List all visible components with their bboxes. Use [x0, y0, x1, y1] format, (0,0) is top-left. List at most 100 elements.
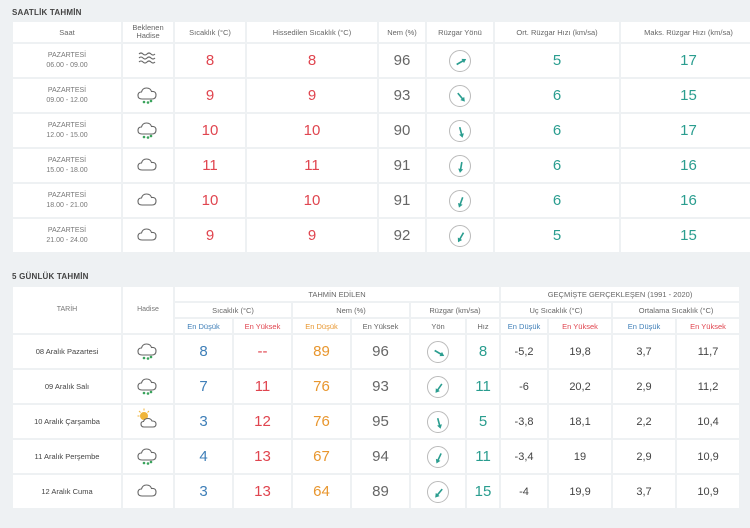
feels-like-value: 10 [247, 114, 377, 147]
col-ruzgar: Rüzgar (km/sa) [411, 303, 500, 317]
hourly-row: PAZARTESİ 06.00 - 09.00 8 8 96 5 17 [13, 44, 750, 77]
day-label: PAZARTESİ [47, 191, 87, 199]
hourly-row: PAZARTESİ 12.00 - 15.00 10 10 90 6 17 [13, 114, 750, 147]
min-temp-value: 8 [175, 335, 232, 368]
col-nem: Nem (%) [379, 22, 425, 42]
feels-like-value: 8 [247, 44, 377, 77]
min-temp-value: 3 [175, 475, 232, 508]
wind-direction-cell [411, 405, 465, 438]
extreme-max-value: 19 [549, 440, 612, 473]
hourly-row: PAZARTESİ 15.00 - 18.00 11 11 91 6 16 [13, 149, 750, 182]
time-range: 06.00 - 09.00 [46, 61, 88, 69]
max-humidity-value: 89 [352, 475, 409, 508]
min-temp-value: 4 [175, 440, 232, 473]
time-cell: PAZARTESİ 18.00 - 21.00 [13, 184, 121, 217]
temp-value: 10 [175, 114, 245, 147]
date-label: 11 Aralık Perşembe [13, 440, 121, 473]
avg-max-value: 11,2 [677, 370, 740, 403]
avg-max-value: 10,4 [677, 405, 740, 438]
max-temp-value: 13 [234, 440, 291, 473]
date-label: 08 Aralık Pazartesi [13, 335, 121, 368]
hourly-row: PAZARTESİ 09.00 - 12.00 9 9 93 6 15 [13, 79, 750, 112]
wind-speed-value: 5 [467, 405, 500, 438]
wind-speed-value: 15 [467, 475, 500, 508]
wind-arrow-icon [449, 189, 471, 212]
wind-direction-cell [427, 184, 493, 217]
feels-like-value: 10 [247, 184, 377, 217]
avg-wind-value: 5 [495, 219, 619, 252]
wind-speed-value: 8 [467, 335, 500, 368]
daily-row: 12 Aralık Cuma 3 13 64 89 15 -4 19,9 3,7… [13, 475, 740, 508]
col-sicaklik: Sıcaklık (°C) [175, 22, 245, 42]
hourly-table: Saat Beklenen Hadise Sıcaklık (°C) Hisse… [11, 20, 750, 254]
time-range: 15.00 - 18.00 [46, 166, 88, 174]
condition-cell [123, 114, 173, 147]
avg-min-value: 2,9 [613, 370, 676, 403]
wind-speed-value: 11 [467, 440, 500, 473]
condition-cell [123, 370, 173, 403]
wind-arrow-icon [427, 445, 449, 468]
temp-value: 10 [175, 184, 245, 217]
col-hadise: Hadise [123, 287, 173, 333]
extreme-min-value: -3,4 [501, 440, 548, 473]
sub-uc-min: En Düşük [501, 319, 548, 333]
col-maks-ruzgar: Maks. Rüzgar Hızı (km/sa) [621, 22, 750, 42]
avg-wind-value: 5 [495, 44, 619, 77]
avg-max-value: 10,9 [677, 440, 740, 473]
col-nem: Nem (%) [293, 303, 409, 317]
rain-cloud-icon [135, 442, 161, 471]
time-cell: PAZARTESİ 09.00 - 12.00 [13, 79, 121, 112]
min-humidity-value: 76 [293, 370, 350, 403]
humidity-value: 90 [379, 114, 425, 147]
condition-cell [123, 219, 173, 252]
hourly-row: PAZARTESİ 21.00 - 24.00 9 9 92 5 15 [13, 219, 750, 252]
temp-value: 9 [175, 219, 245, 252]
condition-cell [123, 184, 173, 217]
wind-direction-cell [427, 114, 493, 147]
col-ort-sicaklik: Ortalama Sıcaklık (°C) [613, 303, 740, 317]
wind-arrow-icon [449, 154, 471, 177]
avg-wind-value: 6 [495, 79, 619, 112]
col-tarih: TARİH [13, 287, 121, 333]
wind-arrow-icon [427, 410, 449, 433]
extreme-max-value: 18,1 [549, 405, 612, 438]
condition-cell [123, 440, 173, 473]
col-sicaklik: Sıcaklık (°C) [175, 303, 291, 317]
sub-ort-max: En Yüksek [677, 319, 740, 333]
col-saat: Saat [13, 22, 121, 42]
feels-like-value: 11 [247, 149, 377, 182]
extreme-max-value: 19,8 [549, 335, 612, 368]
max-temp-value: 11 [234, 370, 291, 403]
humidity-value: 92 [379, 219, 425, 252]
cloud-icon [135, 478, 161, 505]
sub-uc-max: En Yüksek [549, 319, 612, 333]
wind-arrow-icon [449, 49, 471, 72]
date-label: 10 Aralık Çarşamba [13, 405, 121, 438]
sub-max-nem: En Yüksek [352, 319, 409, 333]
humidity-value: 96 [379, 44, 425, 77]
max-humidity-value: 93 [352, 370, 409, 403]
col-uc-sicaklik: Uç Sıcaklık (°C) [501, 303, 612, 317]
rain-cloud-icon [135, 116, 161, 145]
rain-cloud-icon [135, 372, 161, 401]
min-humidity-value: 67 [293, 440, 350, 473]
time-cell: PAZARTESİ 21.00 - 24.00 [13, 219, 121, 252]
avg-min-value: 3,7 [613, 335, 676, 368]
day-label: PAZARTESİ [47, 226, 87, 234]
sub-max-temp: En Yüksek [234, 319, 291, 333]
wind-direction-cell [411, 335, 465, 368]
date-label: 09 Aralık Salı [13, 370, 121, 403]
col-ort-ruzgar: Ort. Rüzgar Hızı (km/sa) [495, 22, 619, 42]
wind-direction-cell [411, 370, 465, 403]
col-hissedilen: Hissedilen Sıcaklık (°C) [247, 22, 377, 42]
temp-value: 11 [175, 149, 245, 182]
wind-arrow-icon [427, 375, 449, 398]
day-label: PAZARTESİ [47, 156, 87, 164]
daily-row: 09 Aralık Salı 7 11 76 93 11 -6 20,2 2,9… [13, 370, 740, 403]
day-label: PAZARTESİ [47, 86, 87, 94]
daily-row: 11 Aralık Perşembe 4 13 67 94 11 -3,4 19… [13, 440, 740, 473]
condition-cell [123, 405, 173, 438]
feels-like-value: 9 [247, 219, 377, 252]
daily-row: 10 Aralık Çarşamba 3 12 76 95 5 -3,8 18,… [13, 405, 740, 438]
condition-cell [123, 475, 173, 508]
